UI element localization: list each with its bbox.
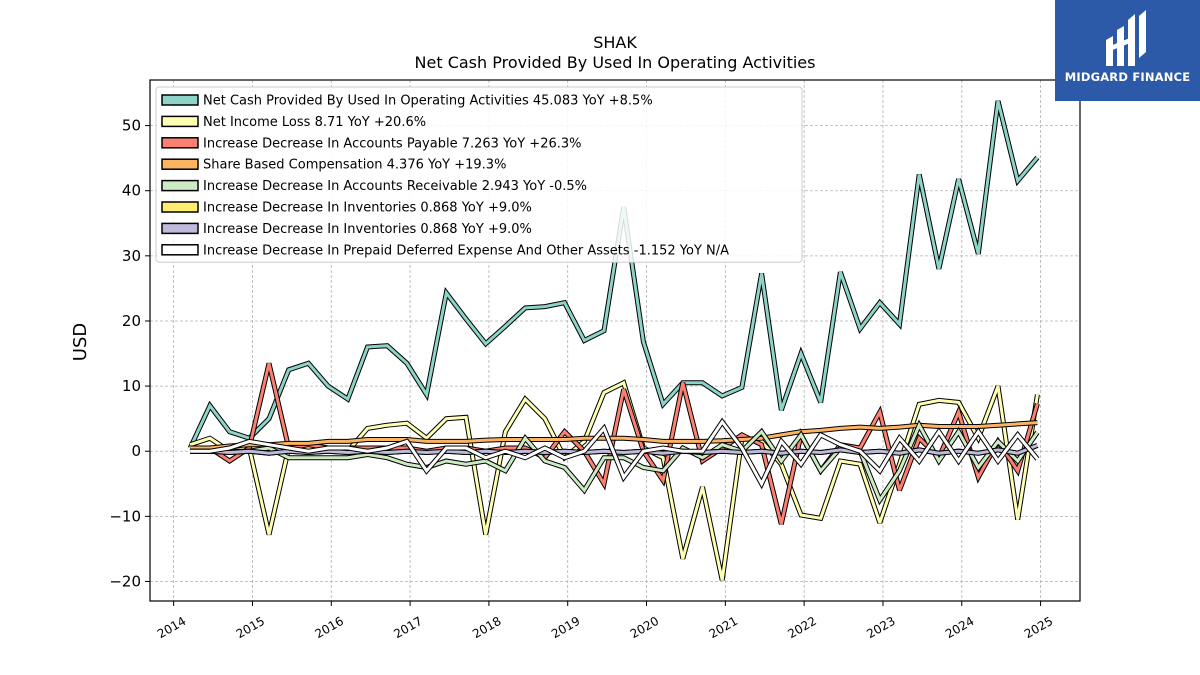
chart-subtitle: Net Cash Provided By Used In Operating A… [415,53,816,72]
legend-swatch [161,201,199,213]
y-tick-label: −10 [109,507,141,525]
legend-label: Increase Decrease In Prepaid Deferred Ex… [203,243,729,258]
legend: Net Cash Provided By Used In Operating A… [155,86,803,263]
plot-frame [149,79,1081,602]
x-tick-label: 2024 [943,614,976,641]
x-tick-label: 2015 [234,614,267,641]
legend-label: Increase Decrease In Accounts Receivable… [203,179,587,194]
legend-label: Net Cash Provided By Used In Operating A… [203,94,653,109]
series-line [189,379,1040,581]
series-line [190,417,1040,490]
legend-swatch [161,94,199,106]
brand-name: MIDGARD FINANCE [1064,70,1191,84]
x-tick-label: 2021 [707,614,740,641]
x-tick-label: 2014 [155,614,188,641]
x-tick-label: 2019 [549,614,582,641]
legend-label: Net Income Loss 8.71 YoY +20.6% [203,115,426,130]
y-tick-label: 50 [122,117,141,135]
x-tick-label: 2017 [391,614,424,641]
legend-label: Share Based Compensation 4.376 YoY +19.3… [203,158,506,173]
y-tick-label: 20 [122,312,141,330]
x-tick-label: 2023 [864,614,897,641]
y-tick-label: 40 [122,182,141,200]
series-line-stroke [188,100,1039,449]
chart-title: SHAK [593,33,637,52]
legend-box [155,86,803,263]
brand-mark-icon [1106,10,1146,66]
y-tick-label: 10 [122,377,141,395]
series-lines [187,100,1040,581]
x-tick-label: 2018 [470,614,503,641]
x-tick-label: 2020 [628,614,661,641]
legend-label: Increase Decrease In Inventories 0.868 Y… [203,201,532,216]
series-line-stroke [190,419,1039,488]
legend-label: Increase Decrease In Inventories 0.868 Y… [203,222,532,237]
x-tick-label: 2016 [313,614,346,641]
legend-swatch [161,137,199,149]
y-tick-label: 30 [122,247,141,265]
legend-swatch [161,158,199,170]
legend-swatch [161,179,199,192]
x-tick-label: 2022 [785,614,818,641]
series-line-outline [189,379,1040,581]
x-tick-label: 2025 [1022,614,1055,641]
series-line [187,100,1040,450]
brand-logo: MIDGARD FINANCE [1055,0,1200,101]
y-tick-label: −20 [109,572,141,590]
series-line-stroke [189,380,1039,581]
legend-swatch [161,244,199,256]
legend-label: Increase Decrease In Accounts Payable 7.… [203,136,582,151]
legend-swatch [161,115,199,128]
series-line-stroke [190,421,1038,450]
y-axis-label: USD [70,323,91,361]
y-tick-label: 0 [131,442,141,460]
legend-swatch [161,222,199,235]
series-line [190,420,1038,451]
